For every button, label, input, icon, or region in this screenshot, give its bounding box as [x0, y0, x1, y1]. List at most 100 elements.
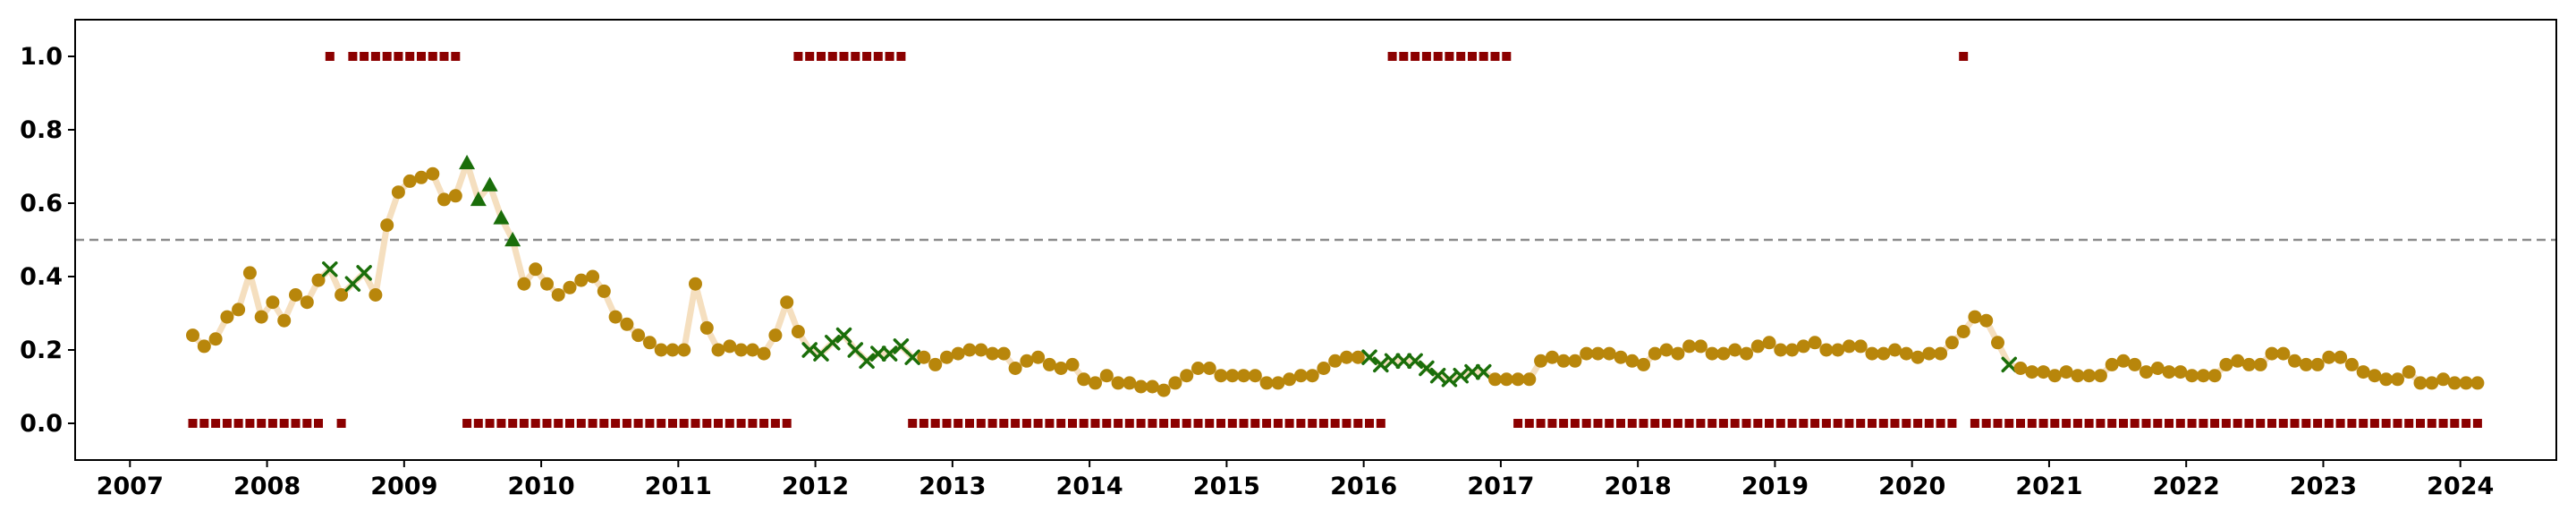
indicator-point [1684, 419, 1694, 428]
circle-marker [277, 313, 292, 328]
circle-marker [1020, 354, 1034, 368]
indicator-point [817, 52, 826, 61]
cross-marker [835, 327, 852, 344]
indicator-point [691, 419, 700, 428]
indicator-point [1753, 419, 1763, 428]
circle-marker [448, 189, 462, 203]
indicator-point [1741, 419, 1751, 428]
circle-marker [1716, 346, 1731, 361]
circle-marker [1499, 372, 1513, 387]
circle-marker [1305, 369, 1319, 383]
cross-stroke [1429, 367, 1446, 384]
cross-stroke [1373, 356, 1389, 373]
circle-marker [1991, 336, 2004, 350]
indicator-point [1114, 419, 1123, 428]
circle-marker [2207, 369, 2222, 383]
indicator-point [1182, 419, 1191, 428]
circle-marker [2459, 376, 2473, 390]
circle-marker [220, 310, 234, 324]
circle-marker [563, 280, 577, 294]
indicator-point [2096, 419, 2106, 428]
indicator-point [885, 52, 894, 61]
indicator-point [2462, 419, 2471, 428]
circle-marker [665, 343, 680, 357]
cross-stroke [801, 342, 818, 358]
circle-marker [2174, 365, 2188, 379]
cross-stroke [1395, 353, 1412, 370]
circle-marker [2344, 357, 2359, 371]
cross-marker [1475, 363, 1492, 380]
cross-marker [1441, 371, 1458, 388]
circle-marker [2425, 376, 2439, 390]
circle-marker [2322, 350, 2336, 364]
indicator-point [1216, 419, 1225, 428]
circle-marker [1899, 346, 1913, 361]
indicator-point [930, 419, 940, 428]
indicator-point [1902, 419, 1911, 428]
indicator-point [2256, 419, 2266, 428]
cross-marker [322, 261, 338, 277]
circle-marker [1042, 357, 1056, 371]
circle-marker [402, 174, 417, 188]
indicator-point [1468, 52, 1477, 61]
indicator-point [1890, 419, 1900, 428]
circle-marker [2253, 357, 2267, 371]
circle-marker [2391, 372, 2404, 387]
x-tick-label: 2014 [1056, 473, 1123, 500]
indicator-point [1421, 52, 1431, 61]
circle-marker [917, 350, 931, 364]
circle-marker [1134, 379, 1148, 394]
circle-marker [1556, 354, 1571, 368]
circle-marker [1614, 350, 1628, 364]
cross-marker [1395, 353, 1412, 370]
circle-marker [1591, 346, 1605, 361]
circle-marker [1214, 369, 1228, 383]
indicator-point [702, 419, 712, 428]
indicator-point [2278, 419, 2288, 428]
cross-marker [1373, 356, 1389, 373]
cross-marker [801, 342, 818, 358]
circle-marker [1180, 369, 1194, 383]
circle-marker [1911, 350, 1925, 364]
indicator-point [233, 419, 243, 428]
indicator-point [2050, 419, 2060, 428]
circle-marker [1157, 383, 1171, 397]
cross-stroke [1441, 371, 1458, 388]
circle-marker [2379, 372, 2394, 387]
circle-marker [1705, 346, 1719, 361]
indicator-point [645, 419, 655, 428]
indicator-point [2165, 419, 2174, 428]
cross-stroke [859, 353, 875, 370]
indicator-point [1148, 419, 1157, 428]
cross-marker [881, 345, 898, 362]
cross-stroke [870, 345, 886, 362]
indicator-point [2472, 419, 2482, 428]
circle-marker [2116, 354, 2131, 368]
circle-marker [2276, 346, 2291, 361]
circle-marker [1602, 346, 1616, 361]
indicator-point [839, 52, 849, 61]
indicator-point [1993, 419, 2003, 428]
cross-stroke [1361, 349, 1377, 365]
circle-marker [1168, 376, 1182, 390]
x-tick-label: 2011 [645, 473, 712, 500]
x-tick-label: 2015 [1193, 473, 1260, 500]
indicator-point [2301, 419, 2311, 428]
circle-marker [437, 192, 451, 207]
circle-marker [391, 185, 405, 200]
indicator-point [1868, 419, 1877, 428]
cross-stroke [835, 327, 852, 344]
circle-marker [1317, 362, 1331, 375]
y-tick-label: 0.2 [20, 337, 63, 364]
indicator-point [1913, 419, 1923, 428]
circle-marker [780, 295, 794, 310]
indicator-point [1056, 419, 1066, 428]
circle-marker [1008, 362, 1022, 375]
cross-marker [1361, 349, 1377, 365]
indicator-point [2404, 419, 2414, 428]
x-tick-label: 2010 [508, 473, 575, 500]
indicator-point [2221, 419, 2231, 428]
circle-marker [2025, 365, 2039, 379]
indicator-point [1193, 419, 1203, 428]
indicator-point [1765, 419, 1774, 428]
